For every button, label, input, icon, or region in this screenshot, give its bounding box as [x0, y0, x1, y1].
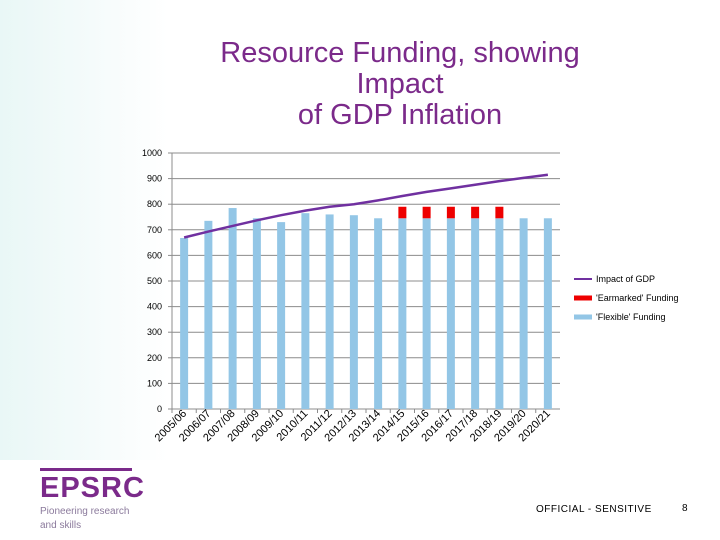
y-tick-label: 800: [147, 199, 162, 209]
background-band: [0, 0, 168, 460]
slide-title: Resource Funding, showing Impact of GDP …: [180, 38, 620, 131]
y-tick-label: 100: [147, 378, 162, 388]
flexible-bar: [374, 218, 383, 409]
flexible-bar: [325, 214, 334, 409]
legend-swatch: [574, 295, 592, 301]
title-line-3: of GDP Inflation: [297, 99, 503, 131]
flexible-bar: [349, 215, 358, 409]
logo-tagline-2: and skills: [40, 520, 82, 531]
y-tick-label: 0: [157, 404, 162, 414]
flexible-bar: [398, 218, 407, 409]
flexible-bar: [180, 237, 189, 409]
flexible-bar: [471, 218, 480, 409]
legend-label: Impact of GDP: [596, 274, 655, 284]
flexible-bar: [519, 218, 528, 409]
y-tick-label: 500: [147, 276, 162, 286]
flexible-bar: [422, 218, 431, 409]
classification-label: OFFICIAL - SENSITIVE: [536, 504, 652, 515]
flexible-bar: [252, 218, 261, 409]
earmarked-bar: [398, 206, 407, 219]
flexible-bar: [495, 218, 504, 409]
flexible-bar: [277, 222, 286, 409]
earmarked-bar: [422, 206, 431, 219]
legend-swatch: [574, 314, 592, 320]
flexible-bar: [446, 218, 455, 409]
title-line-2: Impact: [356, 68, 444, 100]
logo-tagline-1: Pioneering research: [40, 506, 130, 517]
earmarked-bar: [471, 206, 480, 219]
earmarked-bar: [446, 206, 455, 219]
y-tick-label: 300: [147, 327, 162, 337]
y-tick-label: 1000: [142, 148, 162, 158]
page-number: 8: [682, 503, 688, 514]
y-tick-label: 700: [147, 225, 162, 235]
flexible-bar: [543, 218, 552, 409]
gdp-impact-line: [183, 173, 549, 239]
flexible-bar: [228, 208, 237, 409]
y-tick-label: 200: [147, 353, 162, 363]
flexible-bar: [204, 220, 213, 409]
logo-wordmark: EPSRC: [40, 468, 144, 503]
title-line-1: Resource Funding, showing: [220, 37, 580, 69]
y-tick-label: 400: [147, 302, 162, 312]
legend-swatch: [574, 278, 592, 280]
y-tick-label: 900: [147, 174, 162, 184]
epsrc-logo: EPSRC Pioneering research and skills: [40, 468, 144, 531]
flexible-bar: [301, 213, 310, 409]
legend-label: 'Flexible' Funding: [596, 312, 665, 322]
legend-label: 'Earmarked' Funding: [596, 293, 678, 303]
earmarked-bar: [495, 206, 504, 219]
y-tick-label: 600: [147, 250, 162, 260]
